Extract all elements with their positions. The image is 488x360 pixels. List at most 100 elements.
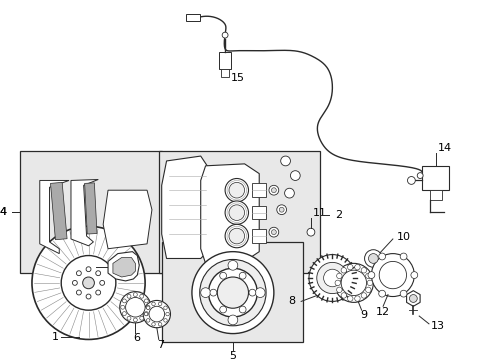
- Circle shape: [228, 205, 244, 220]
- Bar: [162, 242, 303, 342]
- Circle shape: [271, 230, 276, 235]
- Circle shape: [354, 296, 360, 301]
- Text: 3: 3: [83, 262, 90, 272]
- Circle shape: [151, 302, 155, 306]
- Circle shape: [219, 306, 226, 313]
- Circle shape: [122, 312, 126, 316]
- Circle shape: [248, 289, 255, 296]
- Circle shape: [341, 267, 346, 273]
- Text: 9: 9: [359, 310, 366, 320]
- Text: 15: 15: [230, 73, 244, 83]
- Circle shape: [410, 272, 417, 279]
- Bar: [186, 14, 199, 22]
- Circle shape: [224, 201, 248, 224]
- Circle shape: [146, 306, 150, 310]
- Circle shape: [224, 179, 248, 202]
- Text: 1: 1: [52, 332, 59, 342]
- Circle shape: [347, 296, 352, 301]
- Circle shape: [144, 312, 148, 316]
- Text: 13: 13: [430, 321, 444, 331]
- Bar: [221, 69, 228, 77]
- Circle shape: [279, 207, 284, 212]
- Circle shape: [149, 306, 164, 322]
- Text: 12: 12: [375, 307, 389, 317]
- Polygon shape: [40, 180, 69, 253]
- Text: 7: 7: [157, 340, 164, 350]
- Text: 11: 11: [312, 208, 326, 218]
- Bar: [252, 229, 265, 243]
- Circle shape: [133, 318, 137, 322]
- Circle shape: [268, 227, 278, 237]
- Circle shape: [365, 273, 370, 279]
- Circle shape: [144, 299, 148, 303]
- Bar: [252, 206, 265, 220]
- Polygon shape: [108, 252, 139, 281]
- Circle shape: [354, 265, 360, 270]
- Circle shape: [341, 293, 346, 298]
- Bar: [84, 183, 97, 234]
- Circle shape: [222, 32, 227, 38]
- Circle shape: [140, 316, 143, 320]
- Circle shape: [144, 312, 147, 316]
- Circle shape: [306, 228, 314, 236]
- Circle shape: [76, 271, 81, 276]
- Circle shape: [163, 319, 167, 322]
- Circle shape: [323, 269, 341, 287]
- Circle shape: [366, 280, 372, 285]
- Circle shape: [146, 319, 150, 322]
- Circle shape: [407, 176, 414, 184]
- Circle shape: [378, 290, 385, 297]
- Polygon shape: [103, 190, 152, 249]
- Bar: [159, 151, 319, 273]
- Circle shape: [378, 253, 385, 260]
- Bar: [421, 166, 448, 190]
- Circle shape: [127, 294, 131, 298]
- Polygon shape: [162, 156, 210, 258]
- Polygon shape: [406, 291, 419, 306]
- Text: 6: 6: [133, 333, 140, 343]
- Circle shape: [268, 185, 278, 195]
- Circle shape: [224, 224, 248, 248]
- Circle shape: [341, 270, 366, 296]
- Text: 8: 8: [287, 296, 295, 306]
- Circle shape: [122, 299, 126, 303]
- Text: 10: 10: [396, 232, 410, 242]
- Circle shape: [199, 260, 265, 326]
- Circle shape: [219, 272, 226, 279]
- Circle shape: [228, 183, 244, 198]
- Circle shape: [191, 252, 273, 334]
- Bar: [20, 151, 162, 273]
- Circle shape: [334, 264, 373, 302]
- Circle shape: [378, 261, 406, 289]
- Circle shape: [120, 292, 151, 323]
- Bar: [252, 183, 265, 197]
- Circle shape: [255, 288, 264, 297]
- Circle shape: [158, 302, 162, 306]
- Circle shape: [361, 267, 366, 273]
- Polygon shape: [71, 180, 98, 246]
- Text: 4: 4: [0, 207, 6, 217]
- Circle shape: [239, 272, 245, 279]
- Text: 2: 2: [335, 210, 342, 220]
- Polygon shape: [200, 164, 259, 264]
- Circle shape: [165, 312, 169, 316]
- Circle shape: [416, 173, 422, 179]
- Circle shape: [280, 156, 290, 166]
- Circle shape: [163, 306, 167, 310]
- Circle shape: [76, 290, 81, 295]
- Circle shape: [367, 272, 374, 279]
- Circle shape: [271, 188, 276, 193]
- Text: 14: 14: [437, 143, 451, 153]
- Bar: [50, 183, 67, 240]
- Circle shape: [127, 316, 131, 320]
- Circle shape: [371, 253, 413, 297]
- Circle shape: [158, 323, 162, 326]
- Circle shape: [290, 171, 300, 180]
- Circle shape: [364, 250, 381, 267]
- Circle shape: [399, 290, 406, 297]
- Bar: [429, 190, 441, 200]
- Circle shape: [96, 290, 101, 295]
- Circle shape: [365, 287, 370, 293]
- Circle shape: [140, 294, 143, 298]
- Circle shape: [284, 188, 294, 198]
